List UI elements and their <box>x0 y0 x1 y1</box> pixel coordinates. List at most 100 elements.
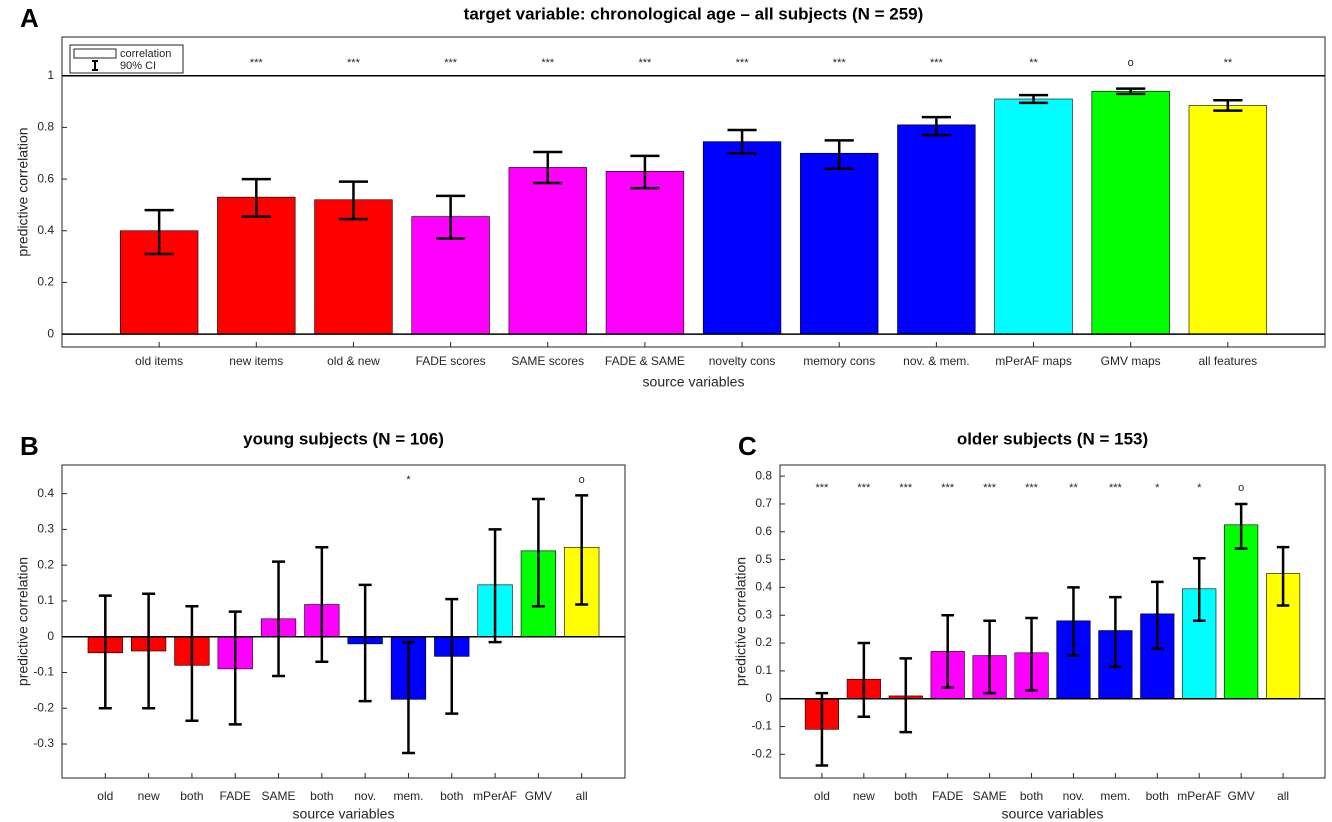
y-tick-label: -0.3 <box>33 736 54 750</box>
y-tick-label: 0.4 <box>37 486 54 500</box>
significance-label: *** <box>639 57 653 69</box>
significance-label: ** <box>1224 57 1233 69</box>
x-tick-label: old <box>97 789 113 803</box>
significance-label: * <box>1197 482 1202 494</box>
legend-label: 90% CI <box>120 60 156 72</box>
bar <box>508 167 587 335</box>
legend-icon <box>92 60 98 71</box>
error-bar <box>727 128 757 155</box>
x-tick-label: old <box>814 789 830 803</box>
x-tick-label: both <box>894 789 917 803</box>
x-tick-label: FADE <box>220 789 251 803</box>
x-tick-label: FADE & SAME <box>605 354 685 368</box>
significance-label: *** <box>899 482 913 494</box>
x-tick-label: memory cons <box>803 354 875 368</box>
error-bar <box>228 610 242 726</box>
y-tick-label: 0.3 <box>755 607 772 621</box>
x-axis-label: source variables <box>293 806 395 822</box>
y-tick-label: 0.2 <box>755 635 772 649</box>
bar <box>217 196 296 335</box>
error-bar <box>338 180 369 221</box>
x-tick-label: both <box>310 789 333 803</box>
x-tick-label: SAME <box>262 789 296 803</box>
error-bar <box>1276 545 1290 607</box>
error-bar <box>1025 616 1038 692</box>
y-tick-label: 0.5 <box>755 552 772 566</box>
error-bar <box>1234 502 1248 550</box>
x-tick-label: FADE scores <box>416 354 486 368</box>
y-tick-label: 0 <box>47 629 54 643</box>
error-bar <box>241 177 271 218</box>
significance-label: ** <box>1069 482 1078 494</box>
y-tick-label: 0.7 <box>755 496 772 510</box>
significance-label: *** <box>941 482 955 494</box>
error-bar <box>533 150 563 185</box>
significance-label: *** <box>857 482 871 494</box>
significance-label: o <box>579 474 585 486</box>
y-tick-label: 0.8 <box>37 120 54 134</box>
x-tick-label: mem. <box>393 789 423 803</box>
error-bar <box>436 194 466 240</box>
error-bar <box>941 613 954 689</box>
error-bar <box>1018 93 1049 105</box>
y-tick-label: -0.1 <box>751 719 772 733</box>
y-tick-label: 0.4 <box>755 580 772 594</box>
significance-label: *** <box>816 482 830 494</box>
x-tick-label: SAME <box>973 789 1007 803</box>
x-tick-label: new <box>853 789 875 803</box>
error-bar <box>857 641 871 719</box>
y-axis-label: predictive correlation <box>15 127 31 256</box>
significance-label: o <box>1128 57 1134 69</box>
bar <box>897 124 976 335</box>
significance-label: *** <box>1109 482 1123 494</box>
significance-label: o <box>1238 482 1244 494</box>
x-axis-label: source variables <box>1002 806 1104 822</box>
significance-label: *** <box>833 57 847 69</box>
error-bar <box>1151 580 1164 650</box>
error-bar <box>142 592 156 710</box>
x-tick-label: novelty cons <box>709 354 776 368</box>
x-tick-label: new <box>138 789 160 803</box>
panel-label: A <box>20 3 39 33</box>
error-bar <box>488 528 502 644</box>
x-tick-label: mPerAF <box>1177 789 1221 803</box>
error-bar <box>445 597 459 715</box>
error-bar <box>98 594 112 710</box>
y-tick-label: 0.3 <box>37 522 54 536</box>
bar <box>605 171 685 335</box>
y-axis-label: predictive correlation <box>15 557 31 686</box>
error-bar <box>144 208 174 256</box>
x-tick-label: new items <box>229 354 283 368</box>
error-bar <box>983 619 996 695</box>
bar <box>1224 524 1259 700</box>
x-tick-label: nov. <box>1063 789 1085 803</box>
significance-label: ** <box>1029 57 1038 69</box>
x-axis-label: source variables <box>643 374 745 390</box>
x-tick-label: old items <box>135 354 183 368</box>
significance-label: * <box>406 474 411 486</box>
significance-label: *** <box>541 57 555 69</box>
y-tick-label: 0.6 <box>37 171 54 185</box>
significance-label: * <box>1155 482 1160 494</box>
legend-swatch <box>73 48 117 59</box>
y-tick-label: 0.6 <box>755 524 772 538</box>
legend-label: correlation <box>120 48 171 60</box>
error-bar <box>185 605 199 723</box>
y-tick-label: 0.2 <box>37 275 54 289</box>
x-tick-label: both <box>1020 789 1043 803</box>
error-bar <box>630 154 660 190</box>
x-tick-label: both <box>180 789 203 803</box>
y-tick-label: -0.2 <box>751 747 772 761</box>
y-tick-label: 0.2 <box>37 557 54 571</box>
significance-label: *** <box>983 482 997 494</box>
error-bar <box>815 691 829 767</box>
y-tick-label: 0.1 <box>37 593 54 607</box>
y-tick-label: -0.2 <box>33 700 54 714</box>
significance-label: *** <box>930 57 944 69</box>
x-tick-label: all <box>576 789 588 803</box>
error-bar <box>824 139 854 170</box>
x-tick-label: nov. & mem. <box>903 354 969 368</box>
error-bar <box>1116 87 1146 96</box>
chart-title: target variable: chronological age – all… <box>464 4 924 23</box>
